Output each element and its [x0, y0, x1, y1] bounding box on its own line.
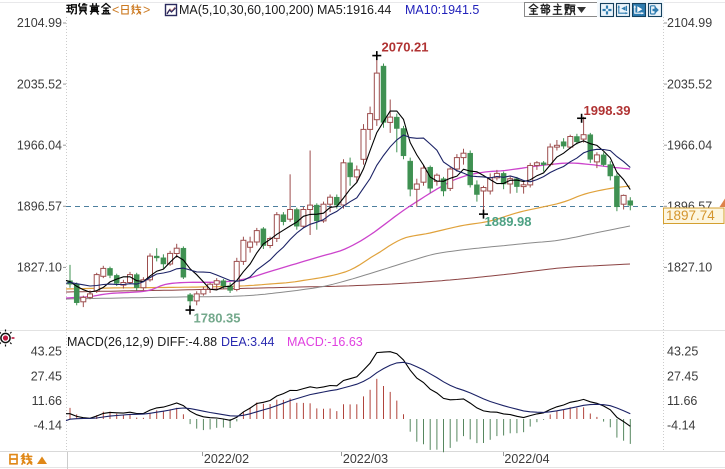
svg-text:2070.21: 2070.21 [382, 40, 429, 55]
svg-text:2035.52: 2035.52 [17, 77, 62, 91]
svg-text:<: < [112, 3, 119, 17]
svg-text:MACD(26,12,9) DIFF:-4.88: MACD(26,12,9) DIFF:-4.88 [67, 335, 217, 349]
svg-text:43.25: 43.25 [667, 345, 698, 359]
svg-text:43.25: 43.25 [31, 345, 62, 359]
svg-text:2104.99: 2104.99 [17, 16, 62, 30]
svg-text:1889.98: 1889.98 [485, 214, 532, 229]
svg-text:1897.74: 1897.74 [666, 208, 715, 223]
svg-text:DEA:3.44: DEA:3.44 [221, 335, 275, 349]
svg-text:MA10:1941.5: MA10:1941.5 [405, 3, 479, 17]
svg-text:1780.35: 1780.35 [194, 311, 241, 326]
svg-text:MA5:1916.44: MA5:1916.44 [317, 3, 391, 17]
svg-text:2035.52: 2035.52 [667, 77, 712, 91]
svg-text:-4.14: -4.14 [667, 419, 696, 433]
svg-text:2022/03: 2022/03 [343, 452, 388, 466]
svg-text:MA(5,10,30,60,100,200): MA(5,10,30,60,100,200) [179, 3, 314, 17]
svg-text:27.45: 27.45 [667, 369, 698, 383]
svg-text:1966.04: 1966.04 [17, 138, 62, 152]
svg-text:MACD:-16.63: MACD:-16.63 [287, 335, 363, 349]
svg-text:1827.10: 1827.10 [667, 261, 712, 275]
svg-text:1966.04: 1966.04 [667, 138, 712, 152]
svg-text:11.66: 11.66 [32, 394, 62, 408]
svg-text:2104.99: 2104.99 [667, 16, 712, 30]
svg-text:-4.14: -4.14 [34, 419, 63, 433]
svg-text:27.45: 27.45 [31, 369, 62, 383]
svg-text:2022/02: 2022/02 [204, 452, 249, 466]
svg-text:1998.39: 1998.39 [584, 103, 631, 118]
svg-text:1896.57: 1896.57 [17, 200, 62, 214]
svg-text:>: > [143, 3, 150, 17]
svg-text:11.66: 11.66 [667, 394, 697, 408]
svg-text:1827.10: 1827.10 [17, 261, 62, 275]
svg-text:2022/04: 2022/04 [504, 452, 549, 466]
